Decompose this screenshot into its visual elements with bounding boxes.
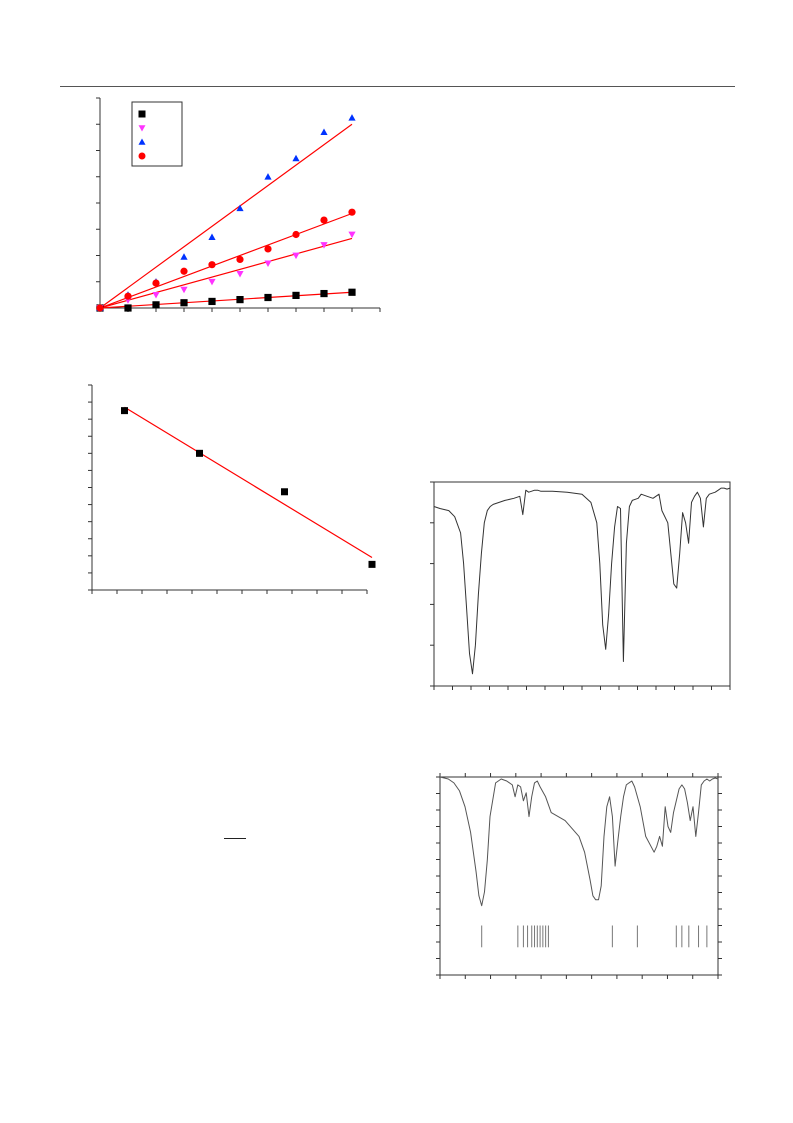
- fit-line: [124, 406, 373, 559]
- circle-marker: [236, 255, 244, 264]
- circle-marker: [180, 267, 188, 275]
- linear-fit-chart: [88, 384, 376, 594]
- plot-border: [433, 481, 731, 687]
- fit-line: [99, 123, 353, 309]
- square-marker: [236, 296, 244, 304]
- square-marker: [348, 288, 356, 296]
- ir-spectrum-1-chart: [430, 481, 731, 690]
- square-marker: [320, 289, 328, 298]
- triangle-up-marker: [348, 114, 356, 121]
- triangle-down-marker: [152, 291, 160, 299]
- spectrum-line: [439, 776, 719, 907]
- fit-line: [99, 237, 353, 309]
- circle-marker: [96, 304, 104, 312]
- triangle-up-marker: [264, 173, 272, 180]
- spectrum-path: [439, 776, 719, 907]
- square-marker: [124, 304, 132, 312]
- data-points: [121, 407, 376, 568]
- chart-frame: [91, 385, 367, 591]
- square-marker: [368, 560, 376, 568]
- triangle-down-marker: [348, 231, 356, 239]
- triangle-down-marker: [138, 125, 146, 132]
- square-marker: [208, 297, 216, 306]
- square-marker: [292, 291, 300, 299]
- circle-marker: [348, 208, 356, 216]
- square-marker: [152, 301, 160, 309]
- fraction-bar: [224, 838, 246, 839]
- square-marker: [138, 110, 146, 118]
- square-marker: [180, 299, 188, 307]
- triangle-down-marker: [180, 286, 188, 294]
- triangle-down-marker: [292, 252, 300, 260]
- circle-marker: [124, 292, 132, 300]
- legend: [131, 101, 183, 167]
- triangle-up-marker: [138, 138, 146, 145]
- kinetics-chart: [96, 97, 381, 312]
- fit-lines: [99, 123, 353, 309]
- spectrum-path: [433, 487, 731, 675]
- triangle-up-marker: [292, 154, 300, 162]
- triangle-up-marker: [208, 233, 216, 241]
- axis-ticks: [88, 384, 368, 594]
- ir-spectrum-2-chart: [436, 773, 722, 979]
- square-marker: [281, 488, 288, 496]
- fit-lines: [124, 406, 373, 559]
- triangle-up-marker: [236, 204, 244, 212]
- square-marker: [196, 449, 203, 457]
- triangle-up-marker: [180, 253, 188, 260]
- triangle-down-marker: [208, 278, 216, 286]
- triangle-down-marker: [264, 260, 272, 267]
- axis-ticks: [430, 481, 731, 690]
- triangle-down-marker: [320, 242, 328, 249]
- axis-ticks: [436, 773, 722, 979]
- circle-marker: [138, 152, 146, 160]
- circle-marker: [208, 261, 216, 269]
- triangle-up-marker: [320, 128, 328, 136]
- square-marker: [121, 407, 128, 415]
- circle-marker: [320, 216, 328, 224]
- circle-marker: [264, 245, 272, 253]
- triangle-down-marker: [236, 270, 244, 278]
- circle-marker: [292, 230, 300, 239]
- line-list: [481, 925, 708, 948]
- data-points: [96, 114, 356, 312]
- circle-marker: [152, 279, 160, 287]
- fit-line: [99, 291, 353, 309]
- spectrum-line: [433, 487, 731, 675]
- square-marker: [264, 293, 272, 302]
- chart-frame: [433, 481, 731, 687]
- header-rule: [60, 86, 735, 87]
- fit-line: [99, 212, 353, 309]
